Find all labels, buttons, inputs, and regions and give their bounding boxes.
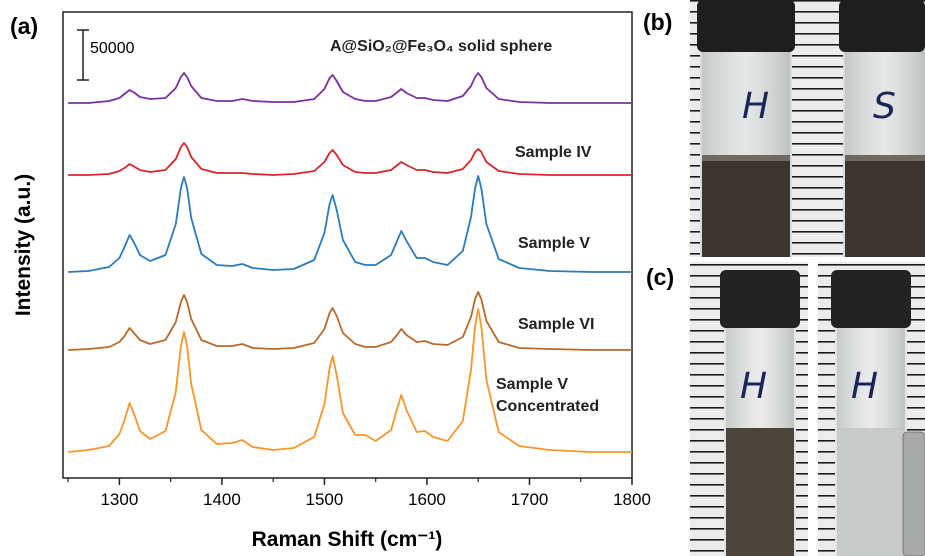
panel-label: (a) (10, 13, 38, 39)
spectrum-line (68, 72, 632, 104)
vial-label: H (740, 366, 767, 407)
x-tick-label: 1400 (203, 490, 241, 509)
x-tick-label: 1500 (306, 490, 344, 509)
x-tick-label: 1600 (408, 490, 446, 509)
photo-c-right: H (818, 262, 925, 556)
scale-bar-label: 50000 (90, 40, 135, 57)
spectrum-line (68, 308, 632, 453)
series-label: Sample IV (515, 144, 592, 161)
y-axis-title: Intensity (a.u.) (12, 174, 35, 316)
spectrum-line (68, 291, 632, 351)
photo-b: H S (690, 0, 925, 257)
x-tick-label: 1700 (511, 490, 549, 509)
series-label: A@SiO₂@Fe₃O₄ solid sphere (330, 38, 553, 55)
photo-c-left: H (690, 262, 808, 556)
series-label: Sample V (518, 235, 591, 252)
series-label: Sample V Concentrated (496, 376, 600, 415)
spectrum-line (68, 175, 632, 273)
series-label: Sample VI (518, 316, 595, 333)
panel-label: (b) (643, 9, 672, 35)
x-tick-label: 1300 (100, 490, 138, 509)
spectrum-line (68, 142, 632, 176)
vial-label: H (851, 366, 878, 407)
x-tick-label: 1800 (613, 490, 651, 509)
x-axis-title: Raman Shift (cm⁻¹) (252, 528, 443, 551)
vial-label: S (873, 86, 896, 127)
vial-label: H (742, 86, 769, 127)
plot-frame (62, 11, 633, 479)
panel-label: (c) (646, 264, 674, 290)
